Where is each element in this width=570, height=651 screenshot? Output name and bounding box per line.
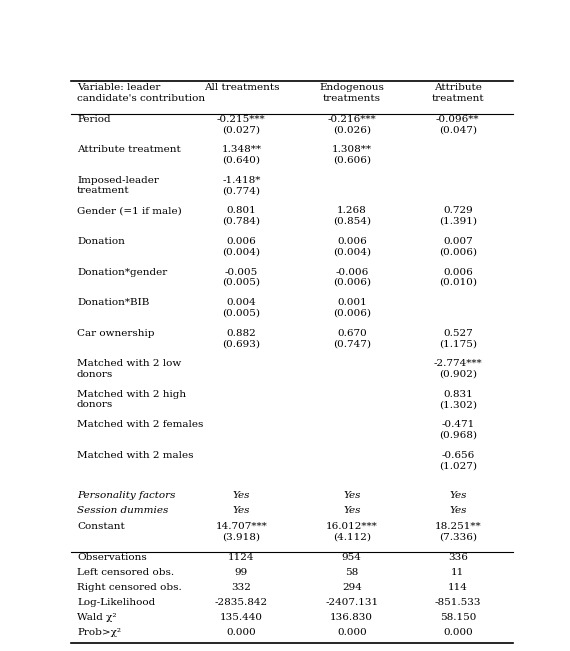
Text: 135.440: 135.440 <box>220 613 263 622</box>
Text: 0.006
(0.004): 0.006 (0.004) <box>222 237 260 256</box>
Text: 954: 954 <box>342 553 362 562</box>
Text: -2835.842: -2835.842 <box>215 598 268 607</box>
Text: Matched with 2 females: Matched with 2 females <box>77 421 203 430</box>
Text: 16.012***
(4.112): 16.012*** (4.112) <box>326 522 378 542</box>
Text: Session dummies: Session dummies <box>77 506 168 516</box>
Text: 0.000: 0.000 <box>443 628 473 637</box>
Text: Yes: Yes <box>233 490 250 499</box>
Text: Donation: Donation <box>77 237 125 246</box>
Text: Constant: Constant <box>77 522 125 531</box>
Text: 0.006
(0.010): 0.006 (0.010) <box>439 268 477 287</box>
Text: Log-Likelihood: Log-Likelihood <box>77 598 155 607</box>
Text: 1.348**
(0.640): 1.348** (0.640) <box>221 145 261 165</box>
Text: Yes: Yes <box>343 506 360 516</box>
Text: Donation*BIB: Donation*BIB <box>77 298 149 307</box>
Text: -2407.131: -2407.131 <box>325 598 378 607</box>
Text: -1.418*
(0.774): -1.418* (0.774) <box>222 176 260 195</box>
Text: 18.251**
(7.336): 18.251** (7.336) <box>434 522 481 542</box>
Text: -0.216***
(0.026): -0.216*** (0.026) <box>327 115 376 134</box>
Text: 99: 99 <box>235 568 248 577</box>
Text: Endogenous
treatments: Endogenous treatments <box>319 83 384 103</box>
Text: Matched with 2 low
donors: Matched with 2 low donors <box>77 359 181 379</box>
Text: 0.527
(1.175): 0.527 (1.175) <box>439 329 477 348</box>
Text: -0.471
(0.968): -0.471 (0.968) <box>439 421 477 440</box>
Text: 1.268
(0.854): 1.268 (0.854) <box>333 206 370 226</box>
Text: Right censored obs.: Right censored obs. <box>77 583 182 592</box>
Text: -0.096**
(0.047): -0.096** (0.047) <box>436 115 479 134</box>
Text: 0.670
(0.747): 0.670 (0.747) <box>333 329 370 348</box>
Text: 11: 11 <box>451 568 465 577</box>
Text: Prob>χ²: Prob>χ² <box>77 628 121 637</box>
Text: Yes: Yes <box>343 490 360 499</box>
Text: -2.774***
(0.902): -2.774*** (0.902) <box>433 359 482 379</box>
Text: 0.001
(0.006): 0.001 (0.006) <box>333 298 370 318</box>
Text: 0.004
(0.005): 0.004 (0.005) <box>222 298 260 318</box>
Text: 58.150: 58.150 <box>439 613 476 622</box>
Text: Wald χ²: Wald χ² <box>77 613 116 622</box>
Text: -0.006
(0.006): -0.006 (0.006) <box>333 268 370 287</box>
Text: 0.000: 0.000 <box>337 628 367 637</box>
Text: 336: 336 <box>448 553 468 562</box>
Text: Gender (=1 if male): Gender (=1 if male) <box>77 206 182 215</box>
Text: 0.882
(0.693): 0.882 (0.693) <box>222 329 260 348</box>
Text: 294: 294 <box>342 583 362 592</box>
Text: 0.831
(1.302): 0.831 (1.302) <box>439 390 477 409</box>
Text: Yes: Yes <box>449 506 466 516</box>
Text: Matched with 2 males: Matched with 2 males <box>77 451 193 460</box>
Text: 58: 58 <box>345 568 359 577</box>
Text: -851.533: -851.533 <box>434 598 481 607</box>
Text: 332: 332 <box>231 583 251 592</box>
Text: 136.830: 136.830 <box>330 613 373 622</box>
Text: 0.006
(0.004): 0.006 (0.004) <box>333 237 370 256</box>
Text: Attribute
treatment: Attribute treatment <box>431 83 484 103</box>
Text: Personality factors: Personality factors <box>77 490 176 499</box>
Text: Observations: Observations <box>77 553 146 562</box>
Text: Yes: Yes <box>233 506 250 516</box>
Text: 1.308**
(0.606): 1.308** (0.606) <box>332 145 372 165</box>
Text: Attribute treatment: Attribute treatment <box>77 145 181 154</box>
Text: Donation*gender: Donation*gender <box>77 268 167 277</box>
Text: Car ownership: Car ownership <box>77 329 154 338</box>
Text: Yes: Yes <box>449 490 466 499</box>
Text: -0.215***
(0.027): -0.215*** (0.027) <box>217 115 266 134</box>
Text: 1124: 1124 <box>228 553 255 562</box>
Text: -0.656
(1.027): -0.656 (1.027) <box>439 451 477 471</box>
Text: All treatments: All treatments <box>203 83 279 92</box>
Text: -0.005
(0.005): -0.005 (0.005) <box>222 268 260 287</box>
Text: 0.000: 0.000 <box>226 628 256 637</box>
Text: 114: 114 <box>448 583 468 592</box>
Text: Imposed-leader
treatment: Imposed-leader treatment <box>77 176 159 195</box>
Text: 0.801
(0.784): 0.801 (0.784) <box>222 206 260 226</box>
Text: Matched with 2 high
donors: Matched with 2 high donors <box>77 390 186 409</box>
Text: 14.707***
(3.918): 14.707*** (3.918) <box>215 522 267 542</box>
Text: 0.007
(0.006): 0.007 (0.006) <box>439 237 477 256</box>
Text: Period: Period <box>77 115 111 124</box>
Text: Variable: leader
candidate's contribution: Variable: leader candidate's contributio… <box>77 83 205 103</box>
Text: 0.729
(1.391): 0.729 (1.391) <box>439 206 477 226</box>
Text: Left censored obs.: Left censored obs. <box>77 568 174 577</box>
